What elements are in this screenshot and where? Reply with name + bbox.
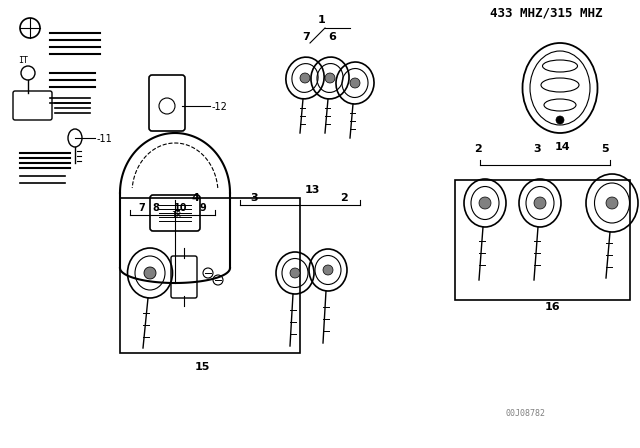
Text: 2: 2 (474, 144, 482, 154)
Text: 4: 4 (192, 193, 200, 203)
Text: 9: 9 (200, 203, 207, 213)
Text: 00J08782: 00J08782 (505, 409, 545, 418)
Text: 15: 15 (195, 362, 211, 372)
Text: 3: 3 (250, 193, 258, 203)
Circle shape (323, 265, 333, 275)
Text: 14: 14 (555, 142, 571, 152)
Circle shape (606, 197, 618, 209)
Bar (120, 198, 300, 353)
Circle shape (290, 268, 300, 278)
Text: 5: 5 (601, 144, 609, 154)
Text: -12: -12 (212, 102, 228, 112)
Text: 16: 16 (545, 302, 561, 312)
Circle shape (300, 73, 310, 83)
Text: 7: 7 (138, 203, 145, 213)
Text: IR: IR (171, 211, 181, 220)
Text: 3: 3 (533, 144, 541, 154)
Circle shape (325, 73, 335, 83)
Text: 2: 2 (340, 193, 348, 203)
Text: 8: 8 (152, 203, 159, 213)
Text: 433 MHZ/315 MHZ: 433 MHZ/315 MHZ (490, 6, 602, 19)
Text: 13: 13 (305, 185, 321, 195)
Circle shape (534, 197, 546, 209)
Circle shape (350, 78, 360, 88)
Text: -11: -11 (97, 134, 113, 144)
Circle shape (556, 116, 564, 124)
Text: 1: 1 (318, 15, 326, 25)
Text: 6: 6 (328, 32, 336, 42)
Circle shape (479, 197, 491, 209)
Circle shape (144, 267, 156, 279)
Bar (455, 180, 630, 300)
Text: IT: IT (18, 56, 28, 65)
Text: 10: 10 (174, 203, 188, 213)
Text: 7: 7 (302, 32, 310, 42)
